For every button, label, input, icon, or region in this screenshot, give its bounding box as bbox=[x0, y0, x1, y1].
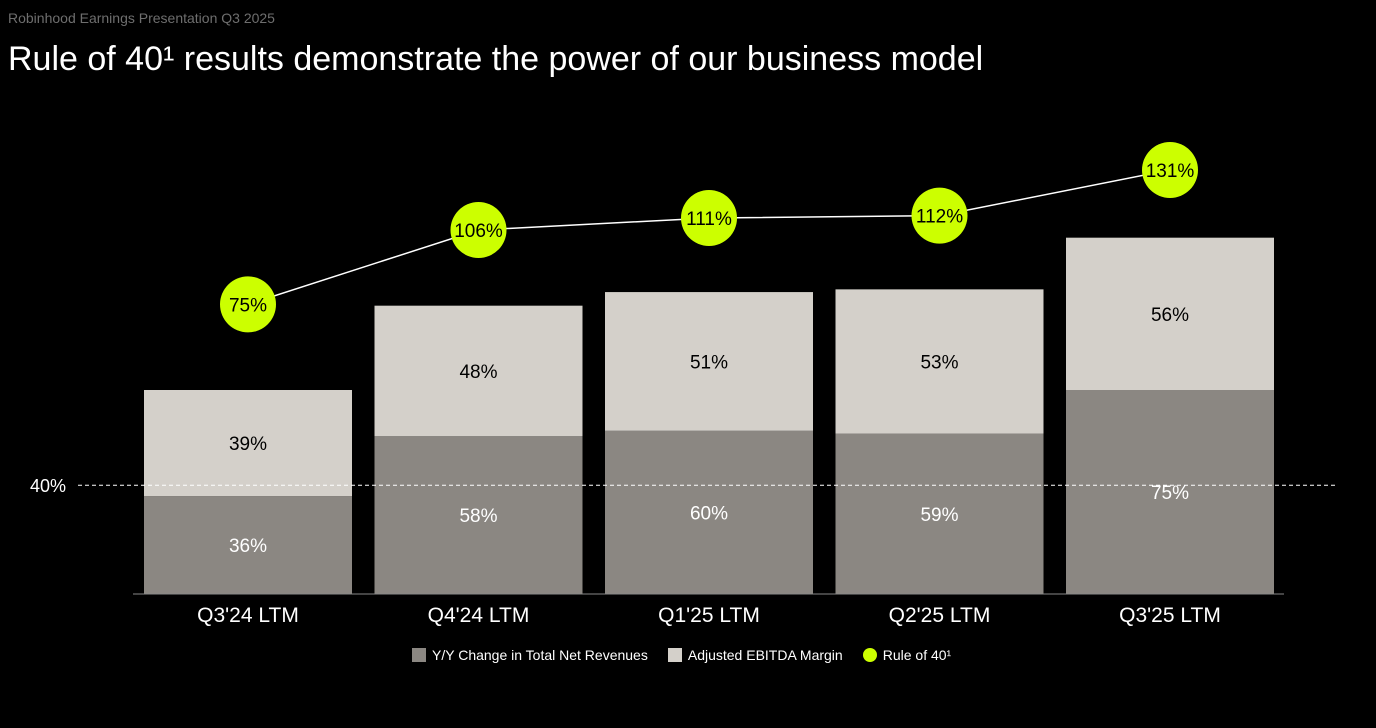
legend-label: Rule of 40¹ bbox=[882, 647, 952, 663]
x-tick-label: Q2'25 LTM bbox=[889, 604, 991, 627]
bar-ebitda bbox=[374, 305, 583, 437]
rule-of-40-point bbox=[450, 202, 507, 258]
x-tick-label: Q1'25 LTM bbox=[658, 604, 760, 627]
revenue-data-label: 36% bbox=[229, 536, 267, 557]
revenue-data-label: 75% bbox=[1151, 483, 1189, 504]
bar-revenue bbox=[835, 433, 1044, 594]
legend-item-revenue: Y/Y Change in Total Net Revenues bbox=[412, 647, 648, 663]
bar-revenue bbox=[374, 436, 583, 594]
bar-ebitda bbox=[144, 390, 352, 497]
x-tick-label: Q3'25 LTM bbox=[1119, 604, 1221, 627]
legend-swatch-ebitda bbox=[667, 648, 682, 662]
rule-of-40-point bbox=[1142, 142, 1198, 198]
bar-revenue bbox=[144, 496, 352, 594]
revenue-data-label: 60% bbox=[690, 503, 728, 524]
rule-of-40-data-label: 75% bbox=[229, 295, 267, 316]
ebitda-data-label: 56% bbox=[1151, 305, 1189, 326]
rule-of-40-point bbox=[220, 276, 276, 333]
presentation-subtitle: Robinhood Earnings Presentation Q3 2025 bbox=[8, 10, 275, 26]
x-tick-label: Q3'24 LTM bbox=[197, 604, 299, 627]
revenue-data-label: 58% bbox=[459, 506, 497, 527]
page-title: Rule of 40¹ results demonstrate the powe… bbox=[8, 40, 984, 78]
ebitda-data-label: 53% bbox=[920, 352, 958, 373]
revenue-data-label: 59% bbox=[920, 505, 958, 526]
legend-label: Y/Y Change in Total Net Revenues bbox=[432, 647, 648, 663]
x-tick-label: Q4'24 LTM bbox=[428, 604, 530, 627]
legend-item-rule: Rule of 40¹ bbox=[862, 647, 952, 663]
reference-line-label: 40% bbox=[30, 476, 66, 496]
rule-of-40-data-label: 111% bbox=[686, 209, 732, 230]
rule-of-40-data-label: 112% bbox=[916, 207, 963, 228]
legend-item-ebitda: Adjusted EBITDA Margin bbox=[667, 647, 843, 663]
bar-ebitda bbox=[1066, 237, 1274, 390]
bar-ebitda bbox=[605, 292, 813, 431]
ebitda-data-label: 51% bbox=[690, 352, 728, 373]
legend-label: Adjusted EBITDA Margin bbox=[687, 647, 843, 663]
bar-ebitda bbox=[835, 289, 1044, 434]
bar-revenue bbox=[605, 430, 813, 594]
rule-of-40-data-label: 106% bbox=[454, 221, 503, 242]
legend-swatch-rule bbox=[862, 648, 877, 662]
rule-of-40-point bbox=[911, 187, 968, 244]
rule-of-40-data-label: 131% bbox=[1146, 161, 1195, 182]
rule-of-40-point bbox=[681, 190, 737, 246]
legend: Y/Y Change in Total Net Revenues Adjuste… bbox=[412, 647, 965, 663]
bar-revenue bbox=[1066, 390, 1274, 594]
ebitda-data-label: 48% bbox=[459, 362, 497, 383]
legend-swatch-revenue bbox=[412, 648, 426, 662]
ebitda-data-label: 39% bbox=[229, 434, 267, 455]
